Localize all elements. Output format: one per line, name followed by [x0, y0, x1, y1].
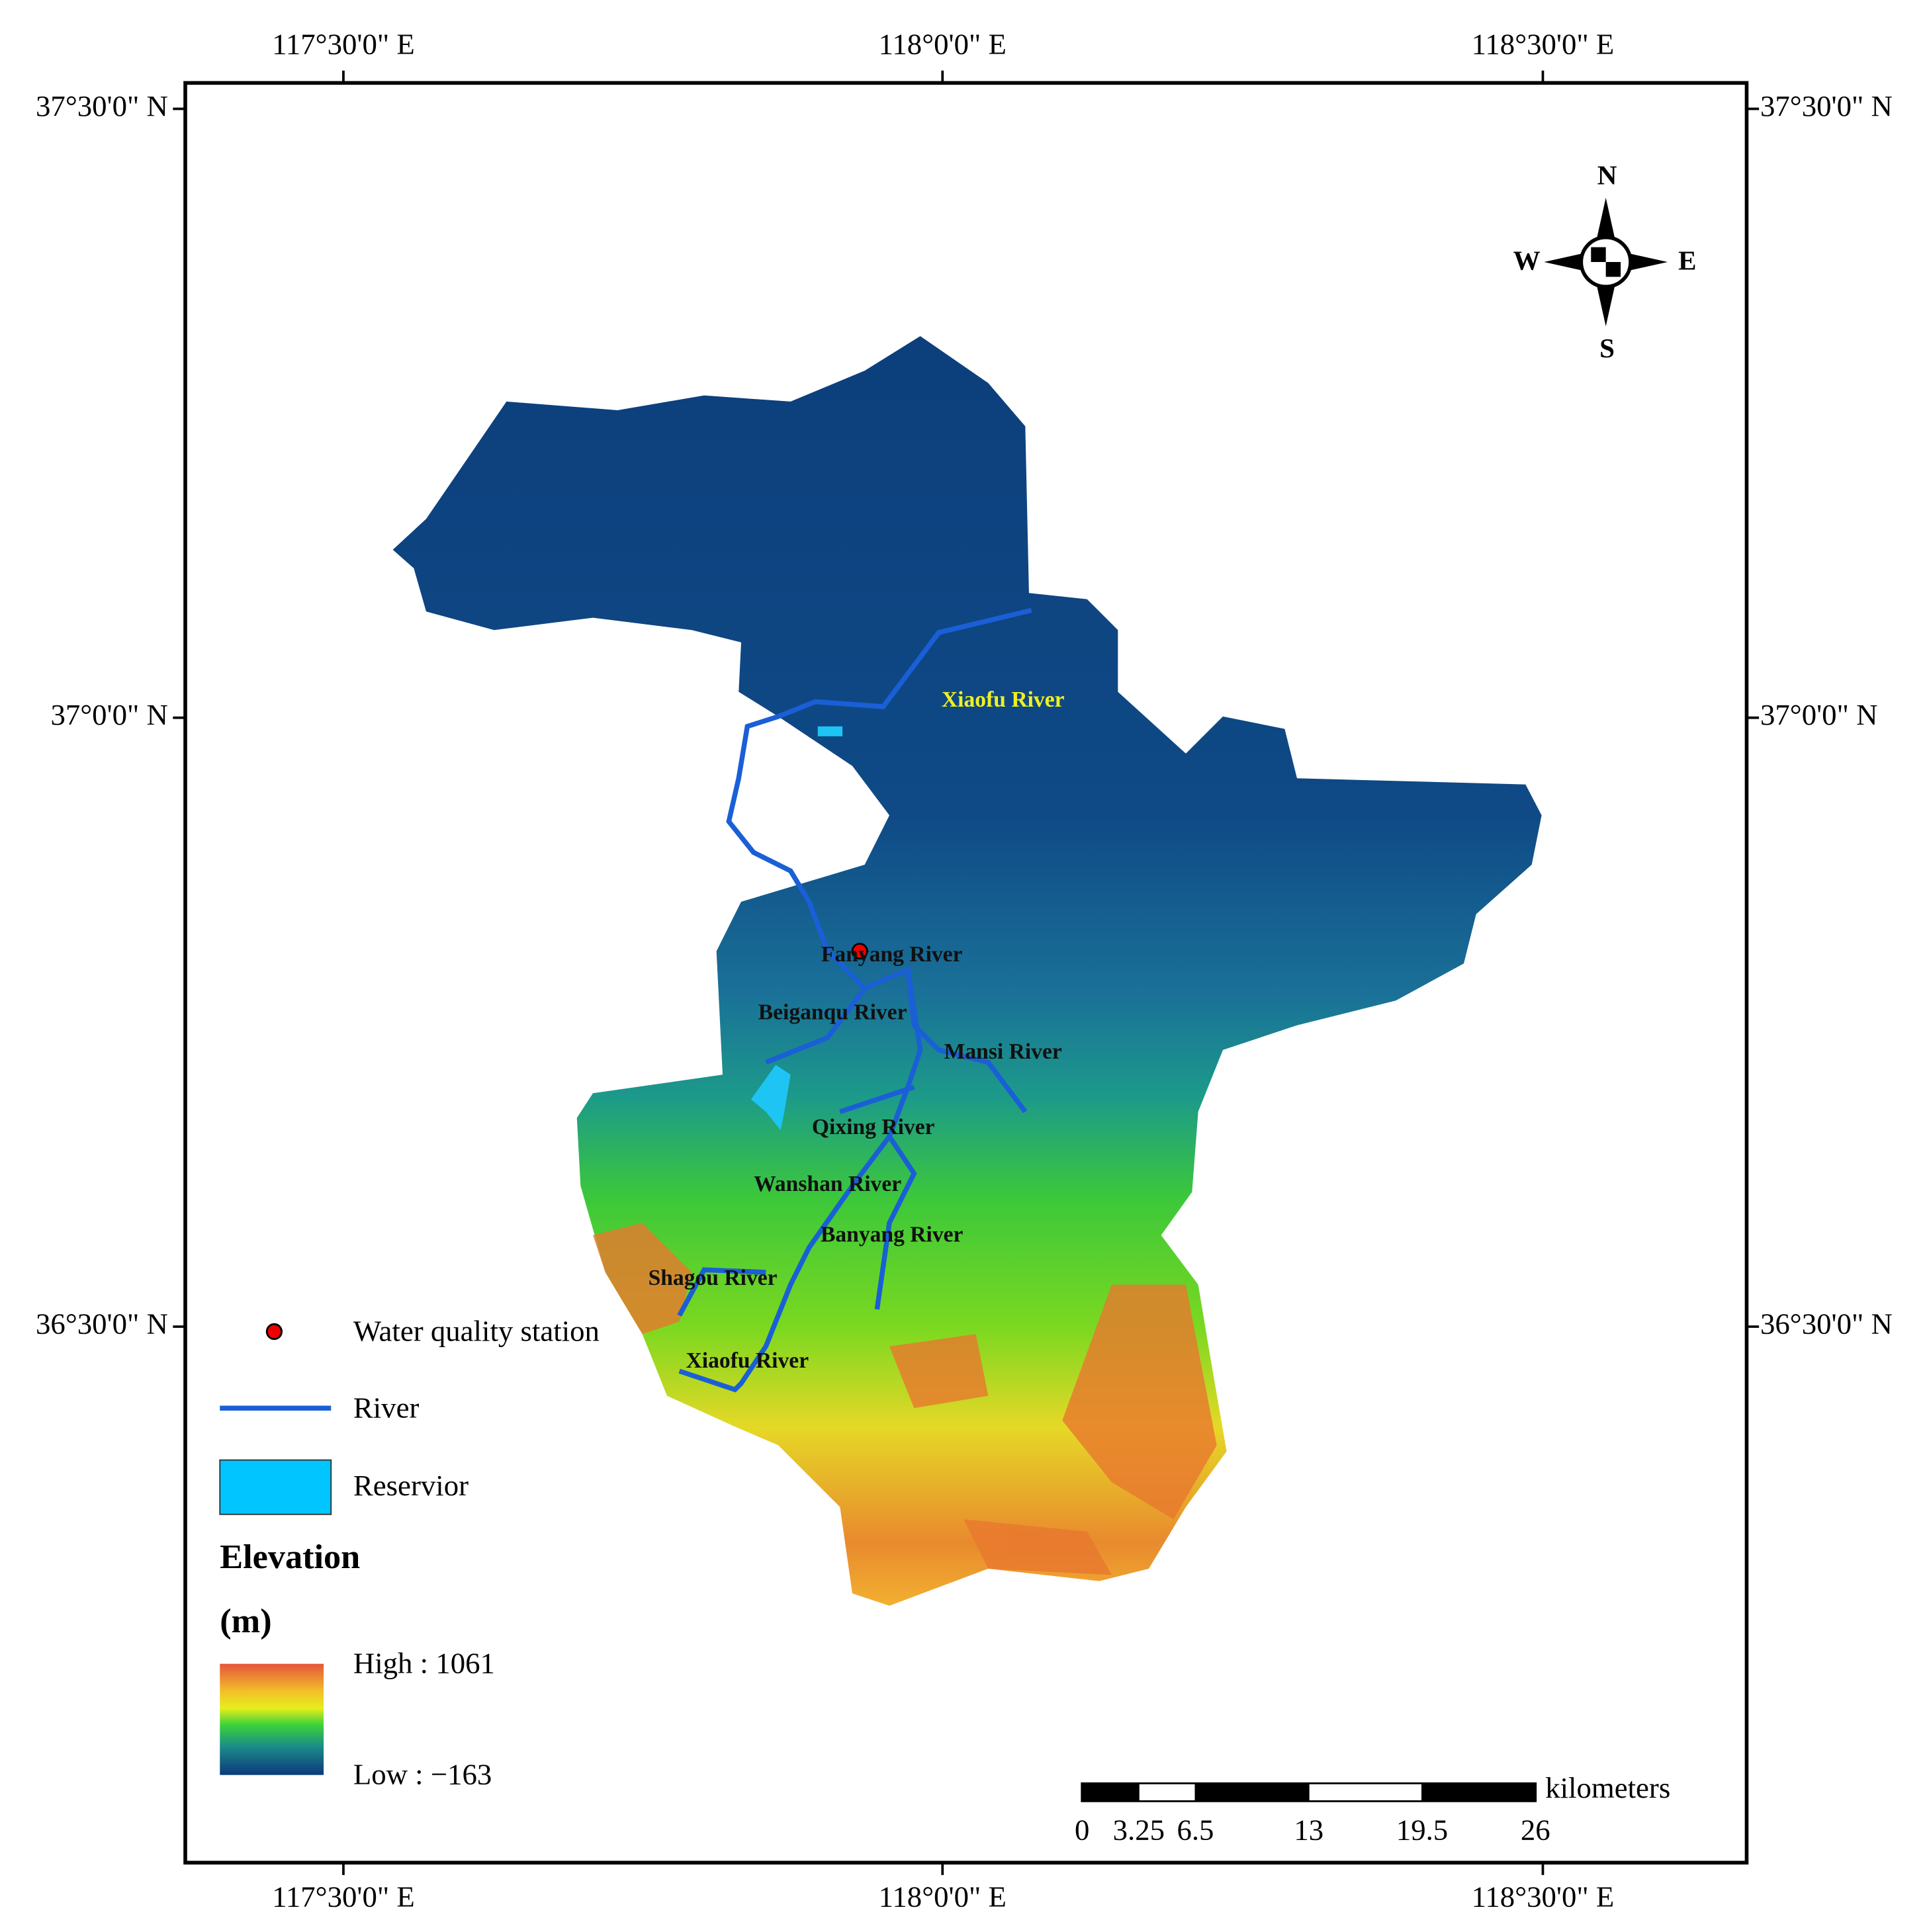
legend-station-swatch: [265, 1323, 283, 1340]
latitude-label: 36°30'0" N: [36, 1307, 168, 1340]
river-label: Wanshan River: [754, 1172, 901, 1196]
scale-segment: [1138, 1782, 1196, 1802]
scale-tick-label: 6.5: [1177, 1814, 1214, 1847]
longitude-label: 118°30'0" E: [1472, 1880, 1615, 1913]
longitude-label: 118°30'0" E: [1472, 27, 1615, 60]
legend-low: Low : −163: [353, 1758, 492, 1791]
scale-unit: kilometers: [1545, 1771, 1670, 1804]
compass: [1544, 197, 1668, 327]
scale-segment: [1081, 1782, 1140, 1802]
elevation-ramp: [220, 1663, 324, 1775]
scale-tick-label: 26: [1521, 1814, 1550, 1847]
scale-segment: [1194, 1782, 1310, 1802]
reservoir: [750, 1065, 791, 1131]
scale-segment: [1421, 1782, 1537, 1802]
legend-high: High : 1061: [353, 1647, 495, 1680]
compass-letter: W: [1513, 245, 1541, 275]
scale-tick-label: 13: [1294, 1814, 1323, 1847]
legend-title: Elevation: [220, 1538, 360, 1576]
legend-reservoir-swatch: [219, 1459, 332, 1515]
latitude-label: 37°0'0" N: [1760, 698, 1877, 731]
compass-letter: E: [1678, 245, 1696, 275]
compass-letter: S: [1599, 333, 1615, 363]
legend-label: River: [353, 1391, 420, 1424]
longitude-label: 117°30'0" E: [272, 27, 415, 60]
legend-label: Water quality station: [353, 1315, 600, 1348]
reservoir: [817, 726, 843, 736]
river-label: Beiganqu River: [758, 1000, 907, 1025]
legend-unit: (m): [220, 1602, 271, 1640]
river-label: Xiaofu River: [942, 687, 1065, 712]
river-label: Qixing River: [812, 1115, 935, 1139]
longitude-label: 117°30'0" E: [272, 1880, 415, 1913]
watershed: [392, 336, 1542, 1606]
longitude-label: 118°0'0" E: [879, 27, 1007, 60]
latitude-label: 37°30'0" N: [1760, 89, 1893, 122]
highland: [593, 1223, 1217, 1575]
water-quality-station: [851, 943, 868, 960]
river-label: Fanyang River: [821, 942, 963, 967]
map-frame: [183, 81, 1749, 1865]
scale-tick-label: 0: [1075, 1814, 1089, 1847]
latitude-label: 36°30'0" N: [1760, 1307, 1893, 1340]
scale-tick-label: 3.25: [1113, 1814, 1165, 1847]
river-label: Banyang River: [821, 1223, 964, 1247]
latitude-label: 37°0'0" N: [50, 698, 167, 731]
compass-letter: N: [1597, 159, 1617, 190]
scale-tick-label: 19.5: [1396, 1814, 1448, 1847]
river-label: Mansi River: [944, 1039, 1062, 1064]
river-label: Shagou River: [649, 1266, 778, 1290]
legend-label: Reservior: [353, 1469, 469, 1502]
river-label: Xiaofu River: [686, 1348, 809, 1373]
scale-segment: [1308, 1782, 1423, 1802]
rivers: [677, 607, 1032, 1393]
longitude-label: 118°0'0" E: [879, 1880, 1007, 1913]
latitude-label: 37°30'0" N: [36, 89, 168, 122]
